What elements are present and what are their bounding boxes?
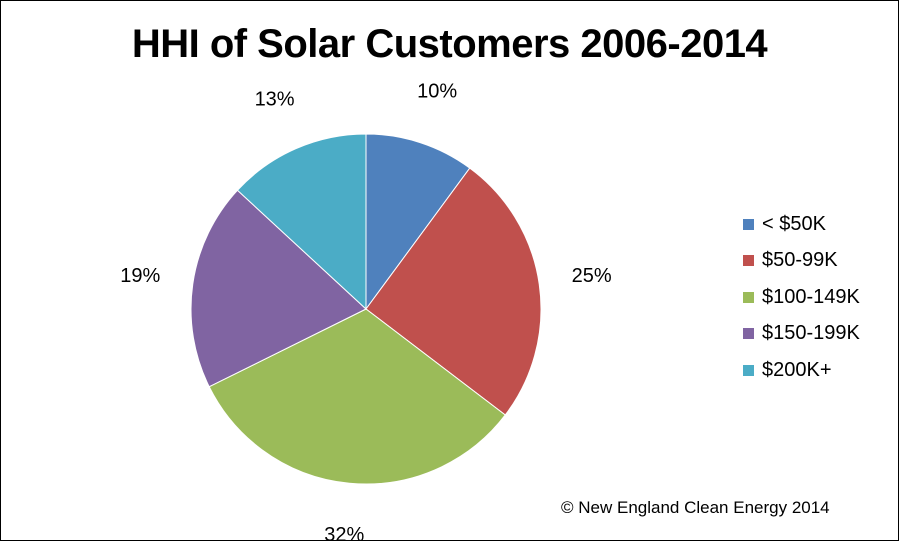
data-label-100-149k: 32% — [324, 524, 364, 541]
legend-swatch — [743, 364, 754, 376]
legend-item-200k: $200K+ — [743, 352, 860, 389]
legend-label: $100-149K — [762, 285, 860, 308]
pie-slice-200k — [236, 133, 367, 311]
legend-item-50-99k: $50-99K — [743, 243, 860, 280]
chart-title: HHI of Solar Customers 2006-2014 — [131, 22, 768, 66]
data-label-50-99k: 25% — [572, 265, 612, 287]
data-label-150-199k: 19% — [120, 265, 160, 287]
copyright-text: © New England Clean Energy 2014 — [561, 498, 830, 517]
legend-item-100-149k: $100-149K — [743, 279, 860, 316]
chart-legend: < $50K $50-99K $100-149K $150-199K $200K+ — [743, 206, 860, 389]
legend-label: $150-199K — [762, 322, 860, 345]
legend-label: $200K+ — [762, 358, 832, 381]
legend-label: $50-99K — [762, 249, 838, 272]
pie-slice-100-149k — [208, 308, 506, 485]
legend-swatch — [743, 328, 754, 340]
legend-swatch — [743, 255, 754, 267]
data-label-50k: 10% — [417, 81, 457, 103]
pie-slice-50k — [365, 133, 471, 311]
legend-label: < $50K — [762, 212, 826, 235]
legend-swatch — [743, 218, 754, 230]
pie-labels: 10% 25% 32% 19% 13% — [120, 81, 612, 541]
legend-item-50k: < $50K — [743, 206, 860, 243]
data-label-200k: 13% — [255, 88, 295, 110]
pie-slice-150-199k — [190, 189, 367, 388]
legend-item-150-199k: $150-199K — [743, 316, 860, 353]
pie-slices — [190, 133, 542, 485]
legend-swatch — [743, 291, 754, 303]
pie-slice-50-99k — [365, 167, 542, 416]
